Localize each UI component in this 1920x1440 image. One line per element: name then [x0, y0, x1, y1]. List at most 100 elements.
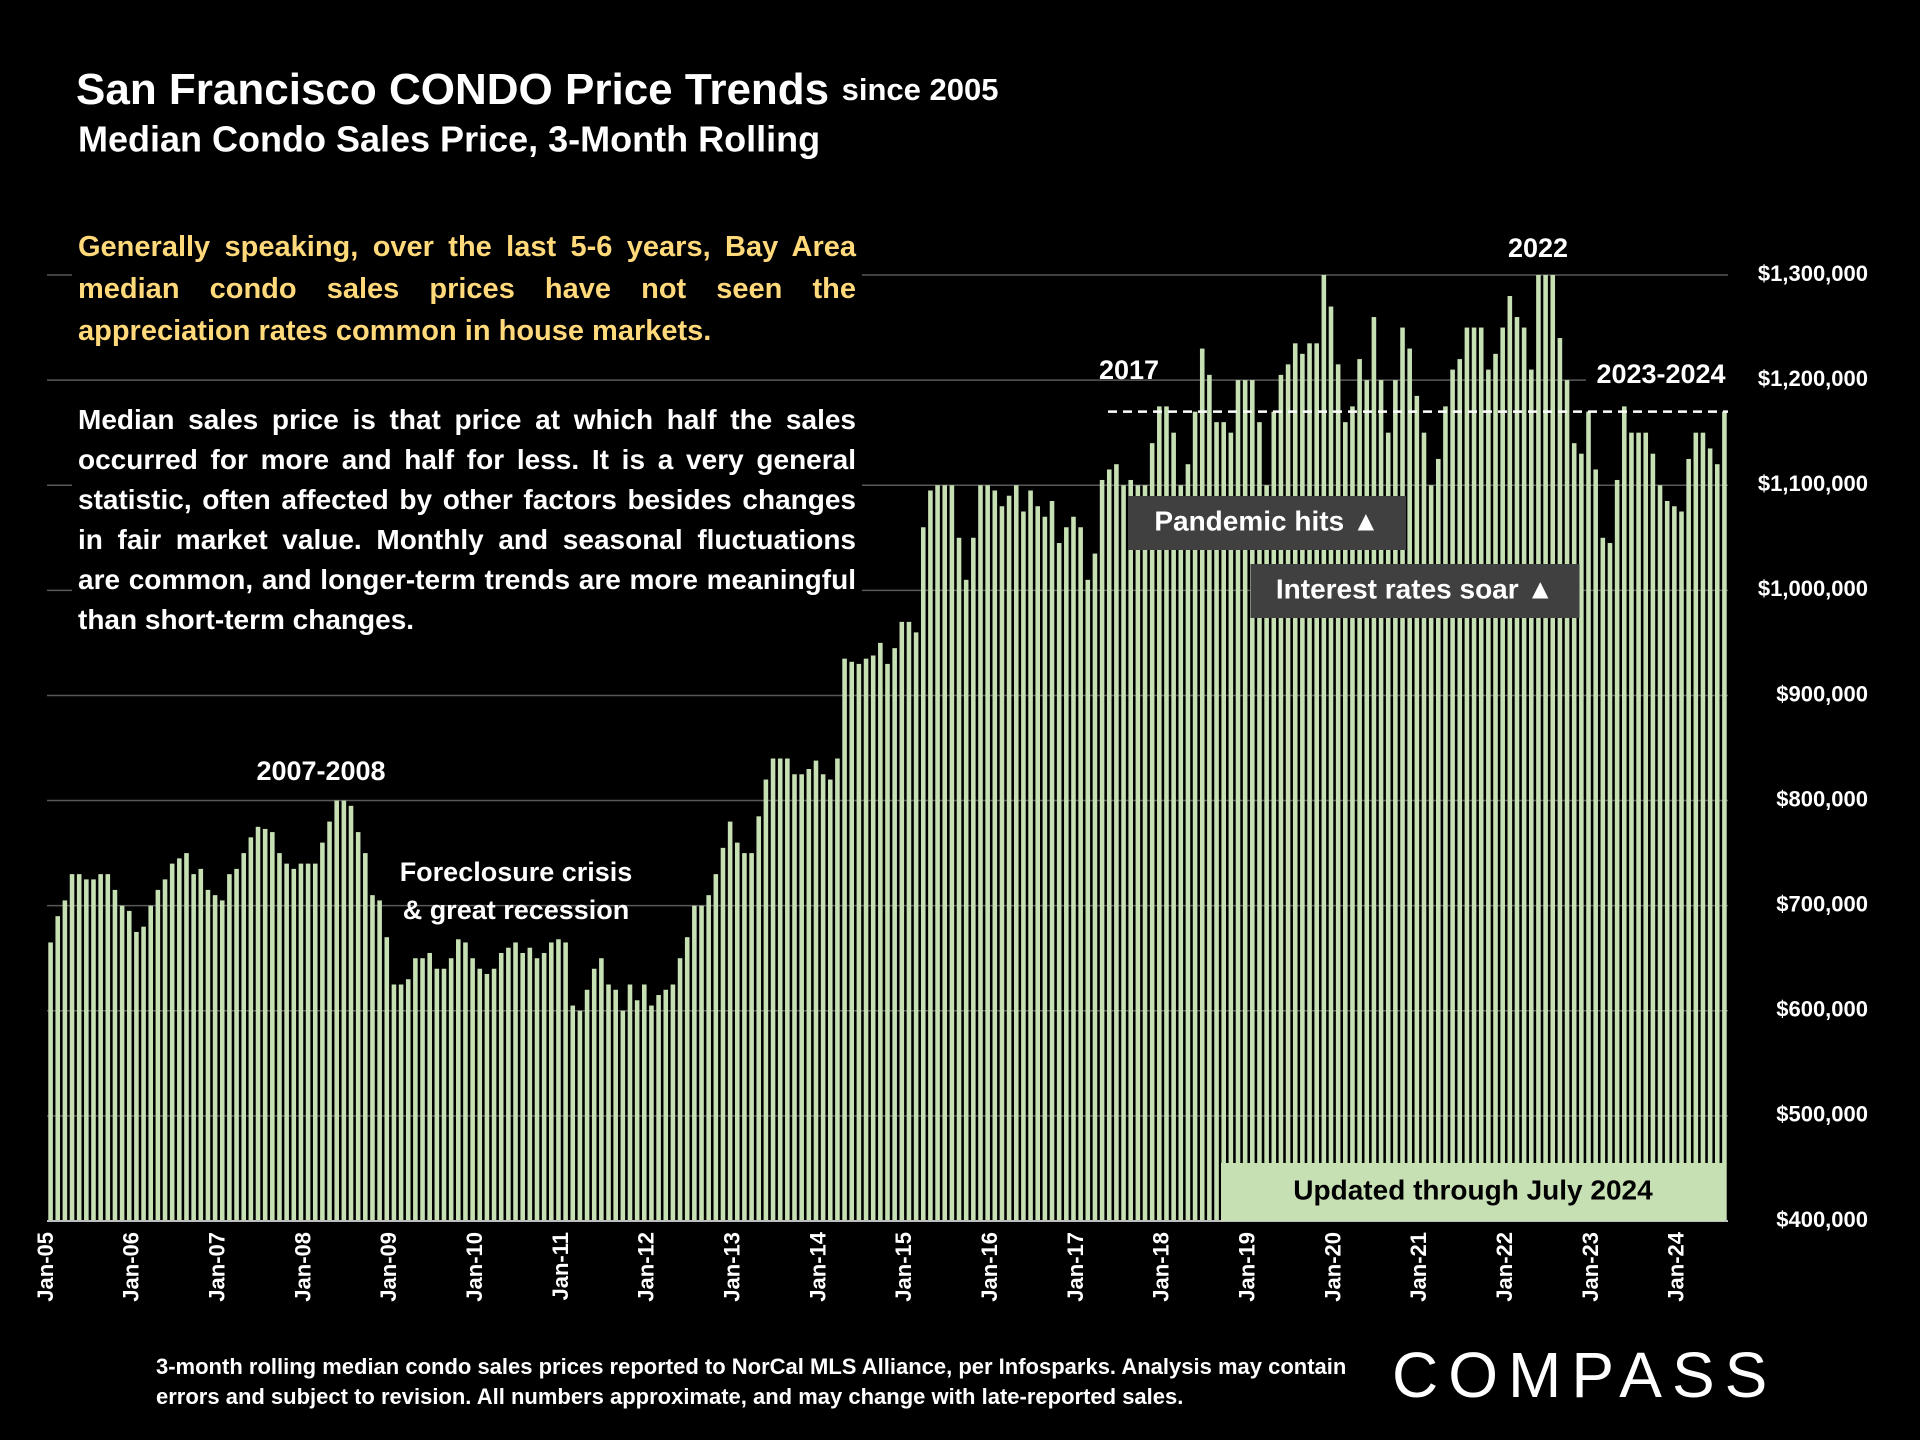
bar	[1521, 327, 1527, 1221]
bar	[1550, 275, 1556, 1221]
bar	[1343, 422, 1348, 1222]
bar	[820, 774, 826, 1221]
bar	[1607, 543, 1613, 1221]
y-tick-label: $900,000	[1776, 681, 1868, 706]
bar	[1099, 479, 1105, 1221]
bar	[906, 621, 912, 1221]
bar	[312, 863, 318, 1221]
y-tick-label: $400,000	[1776, 1207, 1868, 1232]
y-tick-label: $1,200,000	[1758, 366, 1868, 391]
y-tick-label: $700,000	[1776, 891, 1868, 916]
bar	[320, 842, 325, 1221]
bar	[84, 879, 89, 1221]
x-tick-label: Jan-18	[1149, 1232, 1174, 1302]
bar	[1335, 364, 1341, 1221]
bar	[1092, 553, 1098, 1221]
bar	[1006, 495, 1012, 1221]
bar	[434, 968, 440, 1221]
bar	[191, 874, 196, 1221]
bar	[169, 863, 175, 1221]
bar	[1493, 353, 1498, 1221]
bar	[713, 874, 719, 1221]
bar	[827, 779, 833, 1221]
x-tick-label: Jan-08	[290, 1232, 315, 1302]
bar	[606, 984, 611, 1221]
bar	[956, 537, 962, 1221]
bar	[148, 905, 154, 1221]
bar	[835, 758, 840, 1221]
bar	[1364, 380, 1370, 1222]
bar	[1242, 380, 1248, 1222]
bar	[577, 1010, 583, 1221]
bar	[363, 853, 368, 1221]
bar	[692, 905, 697, 1221]
x-tick-label: Jan-15	[891, 1232, 916, 1302]
bar	[1600, 537, 1606, 1221]
bar	[949, 485, 955, 1221]
bar	[1307, 343, 1312, 1221]
bar	[1414, 395, 1420, 1221]
bar	[1536, 275, 1541, 1221]
bar	[985, 485, 990, 1221]
bar	[1049, 500, 1055, 1221]
bar	[1436, 458, 1441, 1221]
bar	[656, 995, 661, 1221]
bar	[48, 942, 53, 1221]
bar	[134, 931, 139, 1221]
bar	[1142, 485, 1148, 1221]
bar	[377, 900, 382, 1221]
bar	[1486, 369, 1491, 1222]
bar	[1292, 343, 1298, 1221]
x-tick-label: Jan-07	[204, 1232, 229, 1302]
bar	[62, 900, 68, 1221]
bar	[427, 952, 432, 1221]
bar	[627, 984, 633, 1221]
bar	[55, 916, 61, 1221]
bar	[1500, 327, 1505, 1221]
bar	[1507, 296, 1513, 1221]
bar	[491, 968, 497, 1221]
body-text: Median sales price is that price at whic…	[72, 396, 862, 644]
bar	[1714, 464, 1720, 1221]
bar	[706, 895, 711, 1221]
bar	[792, 774, 797, 1221]
bar	[1221, 422, 1226, 1222]
bar	[470, 958, 475, 1221]
bar	[520, 952, 525, 1221]
bar	[1457, 359, 1463, 1222]
bar	[1350, 406, 1355, 1221]
bar	[1357, 359, 1362, 1222]
annotation: Updated through July 2024	[1293, 1174, 1653, 1205]
annotation-box	[1492, 230, 1584, 270]
bar	[1149, 443, 1155, 1222]
bar	[227, 874, 232, 1221]
bar	[734, 842, 740, 1221]
bar	[1593, 469, 1598, 1221]
bar	[484, 973, 490, 1221]
x-tick-label: Jan-06	[119, 1232, 144, 1302]
x-tick-label: Jan-21	[1406, 1232, 1431, 1302]
bar	[584, 989, 590, 1221]
bar	[291, 868, 297, 1221]
bar	[770, 758, 776, 1221]
annotation-box	[228, 753, 414, 793]
bar	[541, 952, 547, 1221]
bar	[334, 800, 339, 1221]
annotation-box	[1250, 564, 1580, 618]
bar	[298, 863, 304, 1221]
bar	[1035, 506, 1041, 1221]
bar	[663, 989, 669, 1221]
bar	[1085, 579, 1091, 1221]
x-tick-label: Jan-12	[634, 1232, 659, 1302]
bar	[184, 853, 189, 1221]
bar	[1314, 343, 1319, 1221]
bar	[162, 879, 168, 1221]
bar	[1214, 422, 1219, 1222]
bar	[506, 947, 511, 1221]
bar	[1700, 432, 1706, 1222]
bar	[384, 937, 390, 1221]
bar	[1135, 485, 1141, 1221]
bar	[556, 939, 561, 1221]
bar	[1371, 317, 1377, 1221]
bar	[885, 663, 890, 1221]
